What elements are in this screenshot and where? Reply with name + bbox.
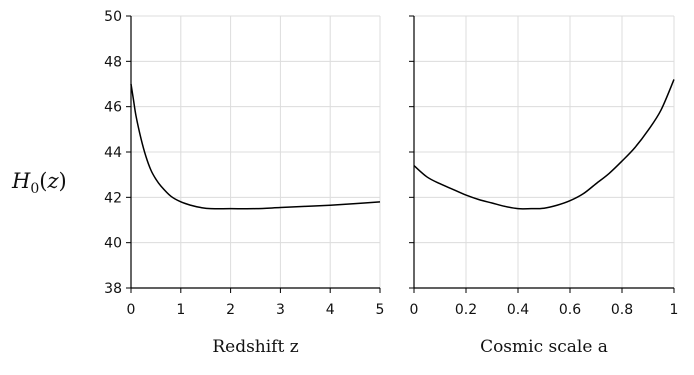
x-tick-label: 4	[326, 302, 335, 318]
chart-panel-redshift: 38 40 42 44 46 48 50 0 1 2 3 4 5 Redshift z	[104, 9, 384, 357]
series-line	[130, 83, 381, 210]
x-axis-title: Redshift z	[212, 337, 298, 357]
y-label-variable: z	[46, 169, 59, 193]
x-tick-label: 3	[276, 302, 285, 318]
x-tick-label: 1	[176, 302, 185, 318]
x-tick-label: 0.8	[611, 302, 633, 318]
x-tick-label: 0	[127, 302, 136, 318]
x-tick-label: 0.6	[559, 302, 581, 318]
y-tick-label: 40	[104, 236, 122, 252]
y-tick-label: 38	[104, 281, 122, 297]
x-tick-label: 0	[410, 302, 419, 318]
y-label-close-paren: )	[59, 169, 67, 193]
x-tick-label: 5	[376, 302, 385, 318]
y-label-main: H	[11, 169, 31, 193]
y-tick-label: 44	[104, 145, 122, 161]
x-axis-title: Cosmic scale a	[480, 337, 608, 357]
y-axis-label: H0(z)	[11, 169, 67, 197]
y-tick-label: 42	[104, 190, 122, 206]
y-tick-label: 46	[104, 100, 122, 116]
y-label-subscript: 0	[30, 181, 39, 197]
x-tick-label: 0.4	[507, 302, 529, 318]
chart-panel-scale-factor: 0 0.2 0.4 0.6 0.8 1 Cosmic scale a	[409, 15, 679, 357]
y-label-open-paren: (	[39, 169, 47, 193]
x-tick-label: 2	[226, 302, 235, 318]
y-tick-label: 50	[104, 9, 122, 25]
y-tick-label: 48	[104, 54, 122, 70]
x-tick-label: 1	[670, 302, 679, 318]
x-tick-label: 0.2	[455, 302, 477, 318]
svg-text:H0(z): H0(z)	[11, 169, 67, 197]
series-line	[413, 79, 675, 210]
